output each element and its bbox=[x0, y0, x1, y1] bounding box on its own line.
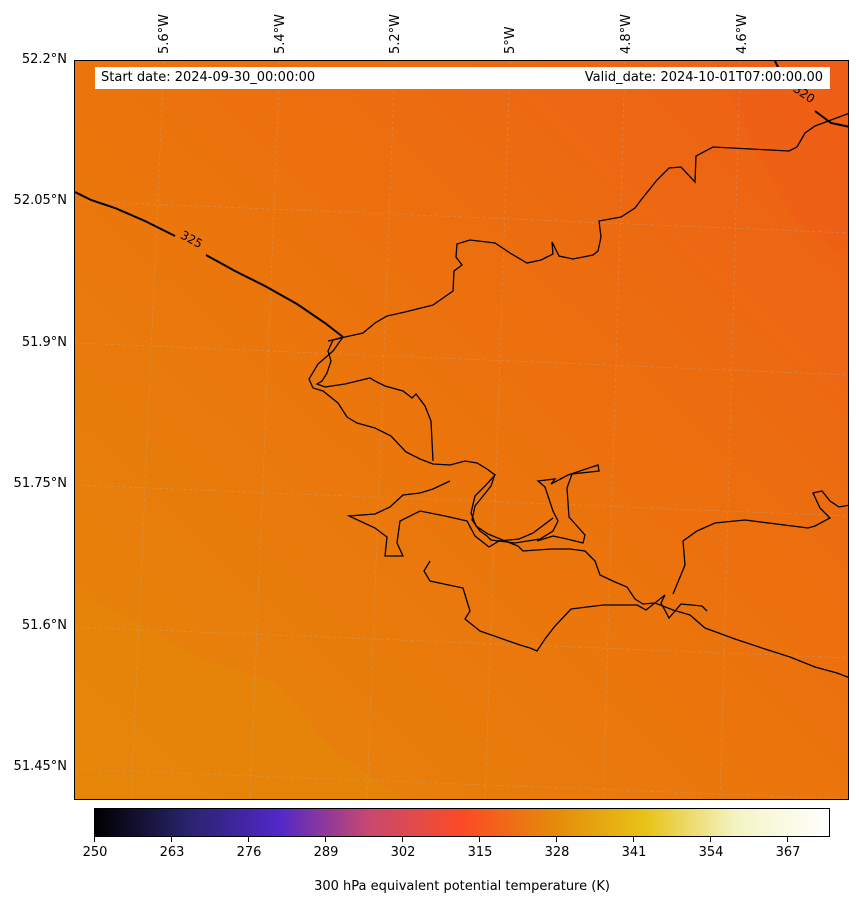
field-band-upper bbox=[715, 61, 848, 260]
coastline bbox=[308, 113, 848, 678]
colorbar-tick-354 bbox=[710, 837, 711, 842]
colorbar-label-341: 341 bbox=[621, 845, 647, 860]
colorbar-label-315: 315 bbox=[467, 845, 493, 860]
colorbar-label-302: 302 bbox=[390, 845, 416, 860]
lon-label-4-6w: 4.6°W bbox=[735, 13, 750, 54]
valid-date-label: Valid_date: 2024-10-01T07:00:00.00 bbox=[584, 70, 823, 85]
lat-label-51-6n: 51.6°N bbox=[21, 618, 67, 633]
colorbar-tick-289 bbox=[325, 837, 326, 842]
lat-label-52-2n: 52.2°N bbox=[21, 52, 67, 67]
colorbar-tick-250 bbox=[94, 837, 95, 842]
lat-label-51-75n: 51.75°N bbox=[13, 476, 67, 491]
start-date-label: Start date: 2024-09-30_00:00:00 bbox=[101, 70, 316, 85]
map-area[interactable]: 325 320 bbox=[74, 60, 849, 800]
colorbar-label-263: 263 bbox=[159, 845, 185, 860]
colorbar-tick-341 bbox=[633, 837, 634, 842]
colorbar-label-328: 328 bbox=[544, 845, 570, 860]
field-band-lower bbox=[75, 591, 403, 799]
lat-label-51-9n: 51.9°N bbox=[21, 335, 67, 350]
lon-label-4-8w: 4.8°W bbox=[619, 13, 634, 54]
colorbar-label-250: 250 bbox=[82, 845, 108, 860]
lat-label-51-45n: 51.45°N bbox=[13, 759, 67, 774]
colorbar-tick-367 bbox=[787, 837, 788, 842]
colorbar-tick-263 bbox=[171, 837, 172, 842]
lon-label-5-2w: 5.2°W bbox=[388, 13, 403, 54]
colorbar-tick-328 bbox=[556, 837, 557, 842]
lon-label-5w: 5°W bbox=[503, 26, 518, 54]
date-info-box: Start date: 2024-09-30_00:00:00 Valid_da… bbox=[95, 67, 830, 89]
colorbar-label-289: 289 bbox=[313, 845, 339, 860]
colorbar-label-354: 354 bbox=[698, 845, 724, 860]
lat-label-52-05n: 52.05°N bbox=[13, 193, 67, 208]
colorbar-tick-302 bbox=[402, 837, 403, 842]
colorbar-label-276: 276 bbox=[236, 845, 262, 860]
lon-label-5-6w: 5.6°W bbox=[157, 13, 172, 54]
colorbar-title: 300 hPa equivalent potential temperature… bbox=[314, 879, 610, 894]
colorbar-tick-315 bbox=[479, 837, 480, 842]
colorbar-tick-276 bbox=[248, 837, 249, 842]
lon-label-5-4w: 5.4°W bbox=[273, 13, 288, 54]
colorbar-label-367: 367 bbox=[775, 845, 801, 860]
map-canvas: 325 320 bbox=[75, 61, 848, 799]
colorbar bbox=[94, 808, 830, 837]
contour-line-325 bbox=[75, 191, 344, 338]
